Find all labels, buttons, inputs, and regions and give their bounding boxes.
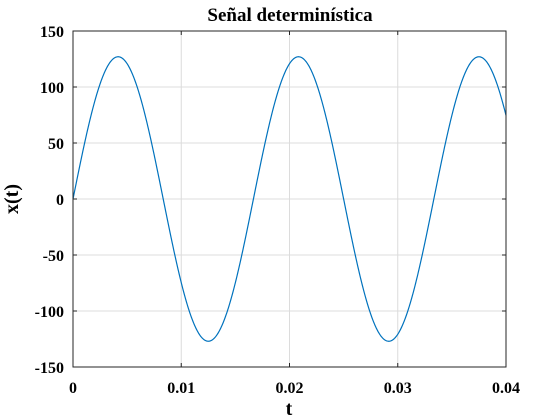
y-tick-label: 150	[40, 24, 64, 41]
x-tick-label: 0.04	[492, 380, 520, 397]
series-line	[72, 56, 507, 342]
ticks	[72, 30, 507, 368]
grid	[72, 30, 507, 368]
series-layer	[72, 56, 507, 342]
y-tick-label: -50	[43, 248, 64, 265]
y-tick-label: 0	[56, 192, 64, 209]
y-tick-label: 50	[48, 136, 64, 153]
x-tick-label: 0.03	[384, 380, 412, 397]
y-axis-label: x(t)	[1, 184, 23, 214]
x-tick-label: 0	[69, 380, 77, 397]
x-tick-label: 0.01	[167, 380, 195, 397]
chart-title: Señal determinística	[207, 5, 373, 26]
y-tick-label: -150	[35, 360, 64, 377]
y-tick-label: -100	[35, 304, 64, 321]
x-tick-label: 0.02	[276, 380, 304, 397]
y-tick-label: 100	[40, 80, 64, 97]
x-axis-label: t	[286, 398, 293, 417]
tick-labels: 0 0.01 0.02 0.03 0.04 150 100 50 0 -50 -100 -150	[35, 24, 520, 397]
